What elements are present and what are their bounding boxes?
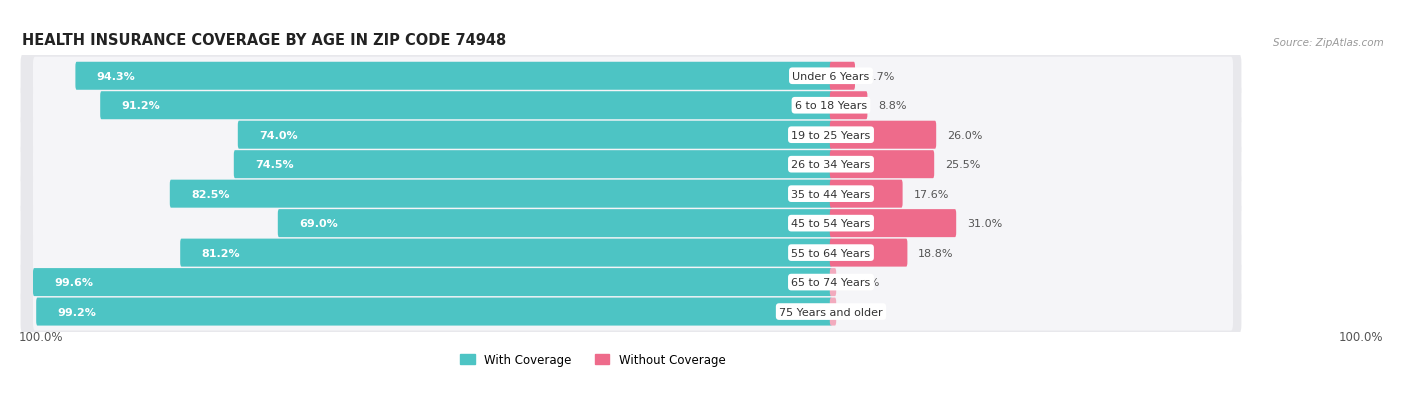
- FancyBboxPatch shape: [37, 298, 832, 326]
- Text: 69.0%: 69.0%: [299, 218, 337, 228]
- Text: 8.8%: 8.8%: [879, 101, 907, 111]
- Text: 25.5%: 25.5%: [945, 160, 980, 170]
- FancyBboxPatch shape: [76, 63, 832, 90]
- Text: 99.6%: 99.6%: [55, 278, 93, 287]
- Text: HEALTH INSURANCE COVERAGE BY AGE IN ZIP CODE 74948: HEALTH INSURANCE COVERAGE BY AGE IN ZIP …: [22, 33, 506, 47]
- Text: 45 to 54 Years: 45 to 54 Years: [792, 218, 870, 228]
- FancyBboxPatch shape: [830, 210, 956, 237]
- FancyBboxPatch shape: [180, 239, 832, 267]
- Text: Source: ZipAtlas.com: Source: ZipAtlas.com: [1274, 38, 1384, 47]
- FancyBboxPatch shape: [21, 55, 1241, 98]
- FancyBboxPatch shape: [32, 116, 1233, 154]
- FancyBboxPatch shape: [830, 180, 903, 208]
- FancyBboxPatch shape: [830, 92, 868, 120]
- FancyBboxPatch shape: [830, 121, 936, 150]
- Text: 35 to 44 Years: 35 to 44 Years: [792, 189, 870, 199]
- FancyBboxPatch shape: [233, 151, 832, 179]
- Legend: With Coverage, Without Coverage: With Coverage, Without Coverage: [456, 348, 730, 371]
- Text: 5.7%: 5.7%: [866, 71, 894, 81]
- FancyBboxPatch shape: [32, 268, 832, 297]
- FancyBboxPatch shape: [21, 261, 1241, 304]
- Text: 100.0%: 100.0%: [1339, 330, 1384, 343]
- Text: 75 Years and older: 75 Years and older: [779, 307, 883, 317]
- FancyBboxPatch shape: [830, 63, 855, 90]
- FancyBboxPatch shape: [830, 239, 907, 267]
- FancyBboxPatch shape: [21, 173, 1241, 216]
- FancyBboxPatch shape: [21, 84, 1241, 128]
- Text: 100.0%: 100.0%: [20, 330, 63, 343]
- FancyBboxPatch shape: [830, 298, 837, 326]
- FancyBboxPatch shape: [32, 234, 1233, 272]
- FancyBboxPatch shape: [32, 146, 1233, 184]
- Text: 55 to 64 Years: 55 to 64 Years: [792, 248, 870, 258]
- Text: 82.5%: 82.5%: [191, 189, 229, 199]
- Text: 65 to 74 Years: 65 to 74 Years: [792, 278, 870, 287]
- Text: 74.0%: 74.0%: [259, 131, 298, 140]
- Text: 19 to 25 Years: 19 to 25 Years: [792, 131, 870, 140]
- Text: 91.2%: 91.2%: [121, 101, 160, 111]
- FancyBboxPatch shape: [238, 121, 832, 150]
- Text: 74.5%: 74.5%: [254, 160, 294, 170]
- FancyBboxPatch shape: [278, 210, 832, 237]
- FancyBboxPatch shape: [21, 290, 1241, 333]
- Text: 81.2%: 81.2%: [201, 248, 240, 258]
- Text: 0.41%: 0.41%: [845, 278, 880, 287]
- FancyBboxPatch shape: [21, 231, 1241, 275]
- FancyBboxPatch shape: [32, 293, 1233, 331]
- FancyBboxPatch shape: [21, 143, 1241, 186]
- Text: 31.0%: 31.0%: [967, 218, 1002, 228]
- Text: 0.81%: 0.81%: [846, 307, 882, 317]
- FancyBboxPatch shape: [170, 180, 832, 208]
- FancyBboxPatch shape: [21, 202, 1241, 245]
- Text: 26 to 34 Years: 26 to 34 Years: [792, 160, 870, 170]
- FancyBboxPatch shape: [830, 151, 934, 179]
- Text: Under 6 Years: Under 6 Years: [793, 71, 870, 81]
- Text: 17.6%: 17.6%: [914, 189, 949, 199]
- Text: 6 to 18 Years: 6 to 18 Years: [794, 101, 868, 111]
- FancyBboxPatch shape: [32, 87, 1233, 125]
- FancyBboxPatch shape: [100, 92, 832, 120]
- Text: 26.0%: 26.0%: [948, 131, 983, 140]
- FancyBboxPatch shape: [21, 114, 1241, 157]
- Text: 94.3%: 94.3%: [97, 71, 135, 81]
- FancyBboxPatch shape: [830, 268, 837, 297]
- Text: 18.8%: 18.8%: [918, 248, 953, 258]
- FancyBboxPatch shape: [32, 175, 1233, 213]
- FancyBboxPatch shape: [32, 204, 1233, 242]
- Text: 99.2%: 99.2%: [58, 307, 96, 317]
- FancyBboxPatch shape: [32, 57, 1233, 95]
- FancyBboxPatch shape: [32, 263, 1233, 301]
